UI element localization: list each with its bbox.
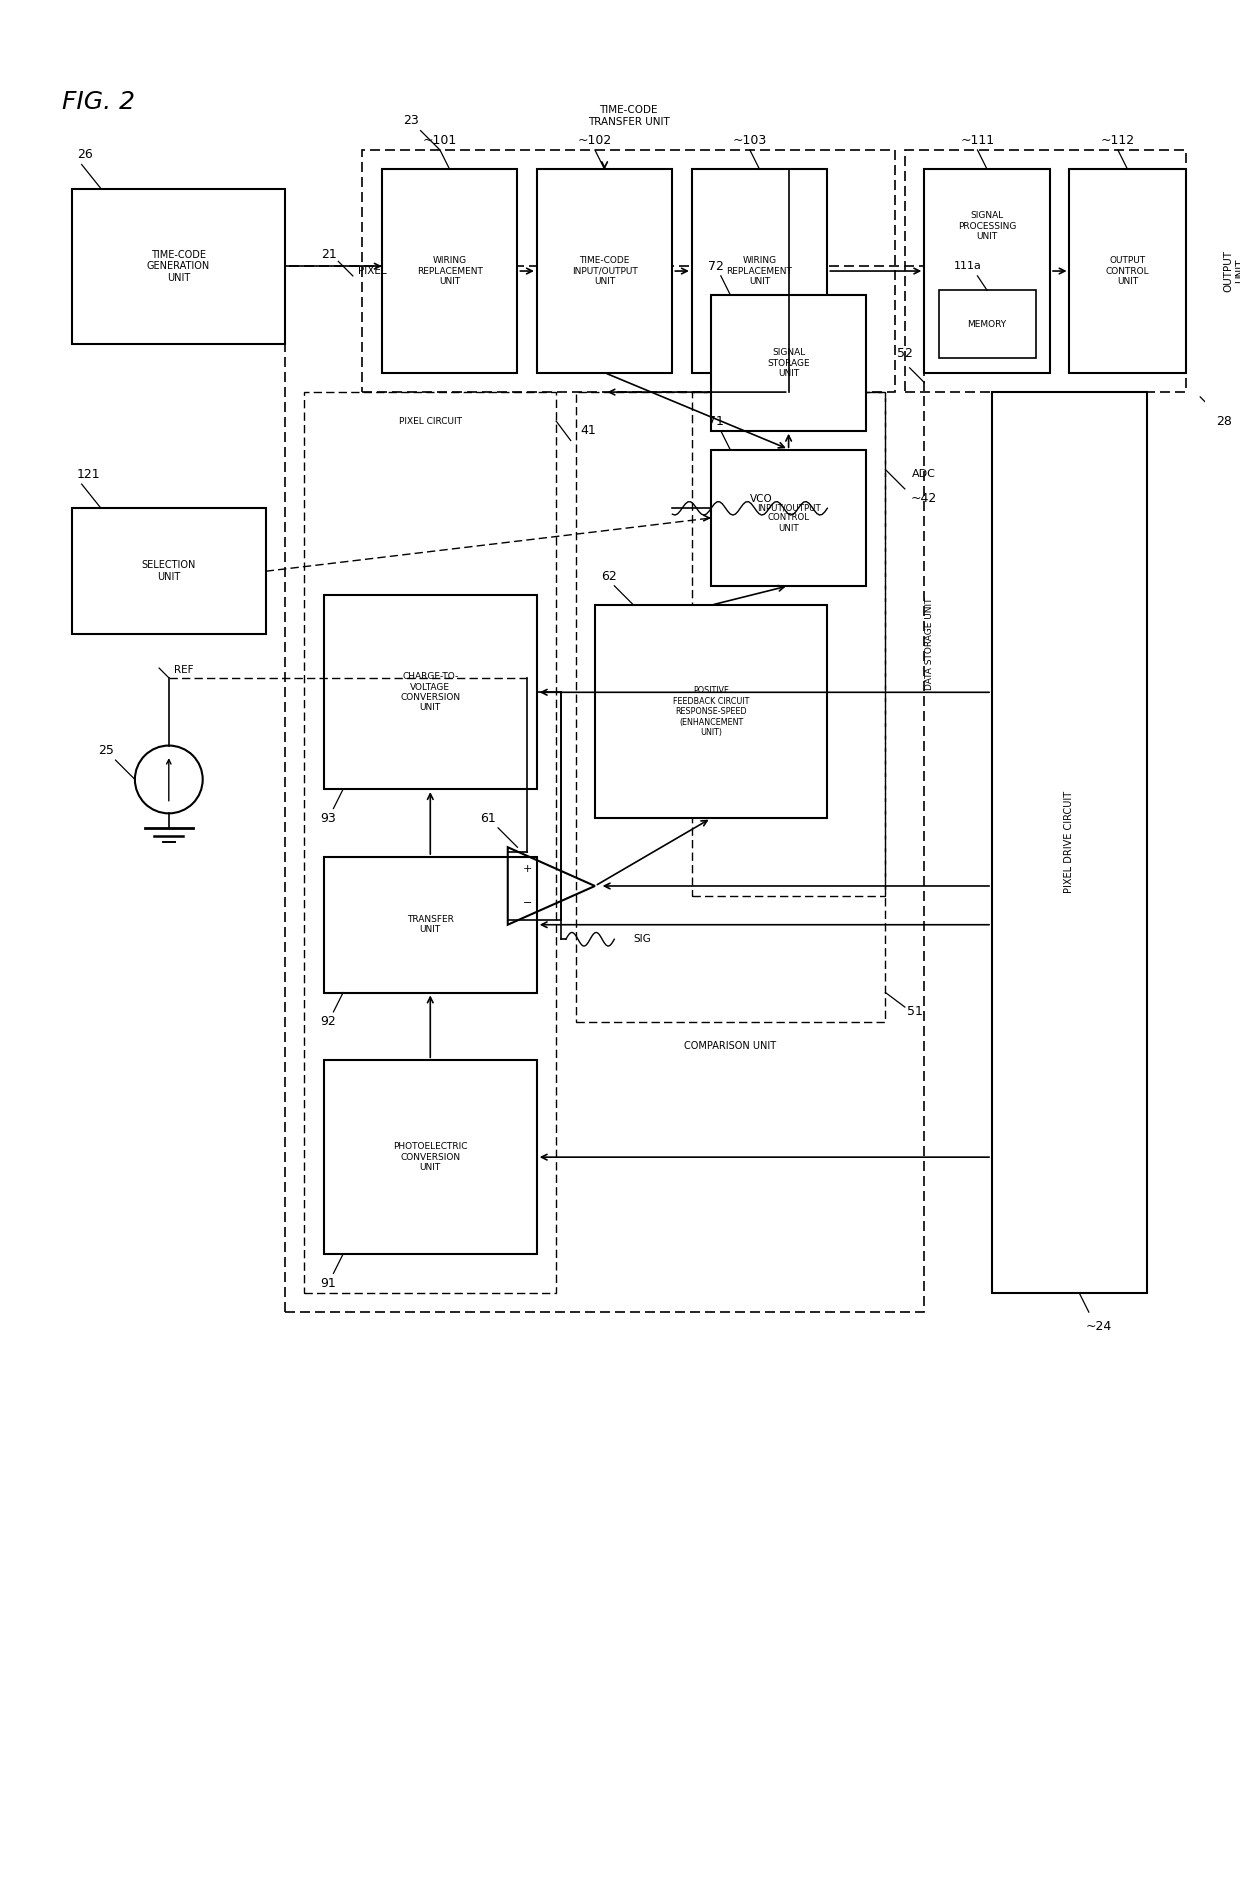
Text: ~102: ~102 bbox=[578, 134, 613, 148]
Text: 23: 23 bbox=[403, 114, 419, 127]
Text: 51: 51 bbox=[906, 1006, 923, 1019]
Text: 62: 62 bbox=[601, 570, 618, 583]
Text: MEMORY: MEMORY bbox=[967, 320, 1007, 330]
Bar bbox=[382, 169, 517, 373]
Text: ~24: ~24 bbox=[1085, 1320, 1111, 1333]
Text: FIG. 2: FIG. 2 bbox=[62, 89, 135, 114]
Text: 61: 61 bbox=[481, 813, 496, 824]
Text: DATA STORAGE UNIT: DATA STORAGE UNIT bbox=[925, 599, 934, 689]
Text: 121: 121 bbox=[77, 468, 100, 481]
Text: ~42: ~42 bbox=[911, 492, 937, 506]
Text: +: + bbox=[522, 864, 532, 873]
Bar bbox=[939, 290, 1035, 358]
Text: SIGNAL
STORAGE
UNIT: SIGNAL STORAGE UNIT bbox=[768, 348, 810, 379]
Text: INPUT/OUTPUT
CONTROL
UNIT: INPUT/OUTPUT CONTROL UNIT bbox=[756, 504, 821, 532]
Bar bbox=[692, 169, 827, 373]
Bar bbox=[285, 267, 924, 1313]
Bar bbox=[711, 451, 866, 585]
Text: 91: 91 bbox=[321, 1277, 336, 1290]
Text: 41: 41 bbox=[580, 424, 596, 438]
Text: POSITIVE
FEEDBACK CIRCUIT
RESPONSE-SPEED
(ENHANCEMENT
UNIT): POSITIVE FEEDBACK CIRCUIT RESPONSE-SPEED… bbox=[673, 686, 749, 737]
Bar bbox=[537, 169, 672, 373]
Bar bbox=[324, 1061, 537, 1254]
Text: 71: 71 bbox=[708, 415, 724, 428]
Text: PIXEL CIRCUIT: PIXEL CIRCUIT bbox=[399, 417, 461, 426]
Bar bbox=[362, 150, 895, 392]
Text: ~103: ~103 bbox=[733, 134, 768, 148]
Text: SELECTION
UNIT: SELECTION UNIT bbox=[141, 561, 196, 581]
Text: ~111: ~111 bbox=[961, 134, 994, 148]
Text: PHOTOELECTRIC
CONVERSION
UNIT: PHOTOELECTRIC CONVERSION UNIT bbox=[393, 1142, 467, 1172]
Bar bbox=[692, 392, 885, 896]
Text: WIRING
REPLACEMENT
UNIT: WIRING REPLACEMENT UNIT bbox=[727, 256, 792, 286]
Bar bbox=[575, 392, 885, 1021]
Bar bbox=[72, 189, 285, 343]
Text: VCO: VCO bbox=[750, 494, 773, 504]
Text: 72: 72 bbox=[708, 259, 724, 273]
Text: TRANSFER
UNIT: TRANSFER UNIT bbox=[407, 915, 454, 934]
Bar bbox=[324, 856, 537, 992]
Text: 28: 28 bbox=[1216, 415, 1233, 428]
Text: TIME-CODE
TRANSFER UNIT: TIME-CODE TRANSFER UNIT bbox=[588, 106, 670, 127]
Text: 92: 92 bbox=[321, 1015, 336, 1028]
Bar bbox=[924, 169, 1050, 373]
Text: CHARGE-TO-
VOLTAGE
CONVERSION
UNIT: CHARGE-TO- VOLTAGE CONVERSION UNIT bbox=[401, 672, 460, 712]
Text: SIGNAL
PROCESSING
UNIT: SIGNAL PROCESSING UNIT bbox=[959, 212, 1017, 241]
Text: 111a: 111a bbox=[954, 261, 982, 271]
Text: 52: 52 bbox=[897, 347, 913, 360]
Bar bbox=[324, 595, 537, 790]
Bar bbox=[72, 508, 265, 634]
Text: OUTPUT
CONTROL
UNIT: OUTPUT CONTROL UNIT bbox=[1106, 256, 1149, 286]
Text: ~112: ~112 bbox=[1101, 134, 1135, 148]
Text: ~101: ~101 bbox=[423, 134, 458, 148]
Text: TIME-CODE
INPUT/OUTPUT
UNIT: TIME-CODE INPUT/OUTPUT UNIT bbox=[572, 256, 637, 286]
Text: COMPARISON UNIT: COMPARISON UNIT bbox=[684, 1042, 776, 1051]
Text: SIG: SIG bbox=[634, 934, 651, 945]
Bar bbox=[711, 295, 866, 430]
Text: WIRING
REPLACEMENT
UNIT: WIRING REPLACEMENT UNIT bbox=[417, 256, 482, 286]
Text: 26: 26 bbox=[77, 148, 93, 161]
Bar bbox=[905, 150, 1185, 392]
Text: 21: 21 bbox=[321, 248, 336, 261]
Text: REF: REF bbox=[174, 665, 193, 674]
Text: −: − bbox=[522, 898, 532, 909]
Bar bbox=[1069, 169, 1185, 373]
Text: PIXEL: PIXEL bbox=[358, 265, 387, 277]
Text: 93: 93 bbox=[321, 813, 336, 824]
Bar bbox=[992, 392, 1147, 1294]
Bar bbox=[304, 392, 557, 1294]
Bar bbox=[595, 606, 827, 818]
Text: 25: 25 bbox=[98, 744, 114, 758]
Text: TIME-CODE
GENERATION
UNIT: TIME-CODE GENERATION UNIT bbox=[146, 250, 210, 282]
Text: OUTPUT
UNIT: OUTPUT UNIT bbox=[1224, 250, 1240, 292]
Text: ADC: ADC bbox=[913, 470, 936, 479]
Text: PIXEL DRIVE CIRCUIT: PIXEL DRIVE CIRCUIT bbox=[1064, 792, 1074, 894]
